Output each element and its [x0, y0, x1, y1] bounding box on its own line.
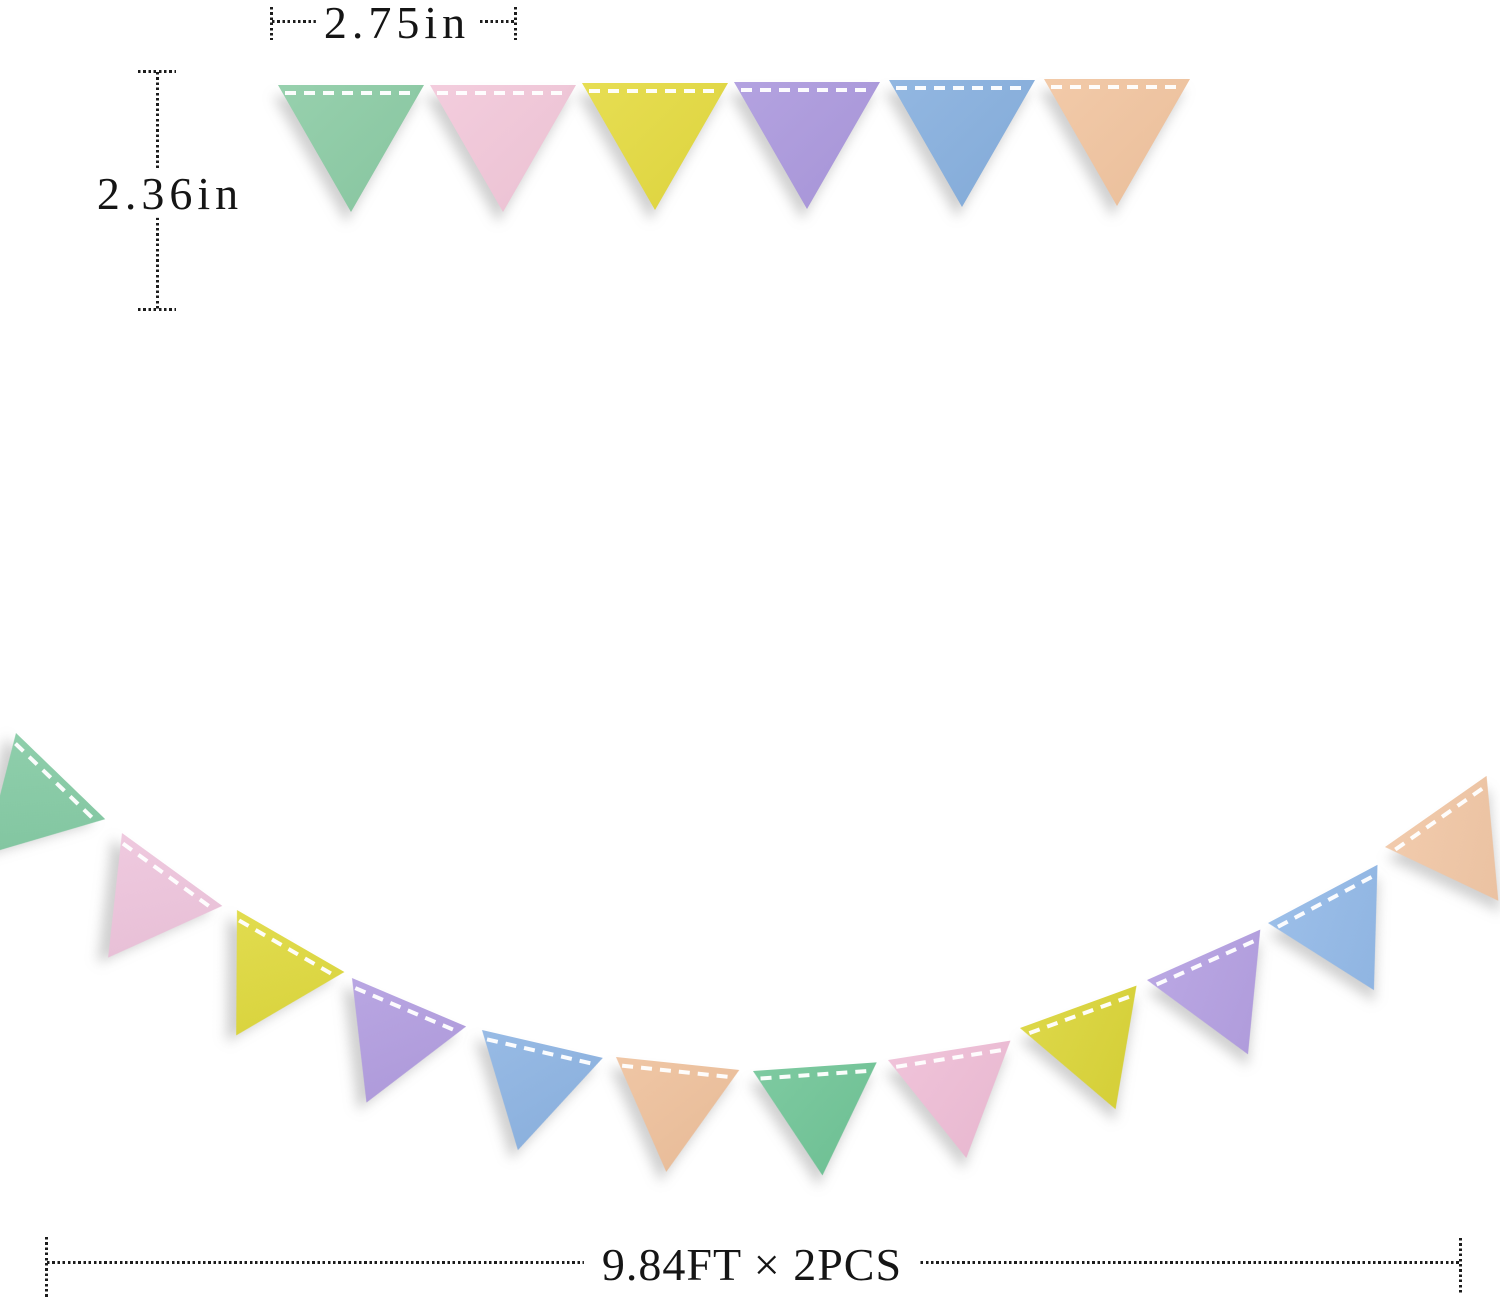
- pennant-flag-green: [0, 733, 105, 898]
- pennant-flag-blue: [889, 80, 1035, 207]
- pennant-flag-pink: [58, 833, 222, 994]
- dimension-end-bar-right: [514, 7, 517, 40]
- pennant-flag-yellow: [183, 910, 345, 1066]
- pennant-flag-pink: [430, 85, 576, 212]
- stitch-line: [622, 1064, 730, 1079]
- pennant-flag-purple: [309, 978, 466, 1127]
- stitch-line: [122, 842, 211, 908]
- pennant-flag-yellow: [1020, 986, 1174, 1131]
- dimension-cap-bottom: [138, 308, 176, 311]
- stitch-line: [896, 1048, 1003, 1068]
- pennant-flag-purple: [734, 82, 880, 209]
- banner-length-label: 9.84FT × 2PCS: [583, 1240, 921, 1290]
- stitch-line: [355, 986, 456, 1031]
- pennant-flag-pink: [888, 1041, 1028, 1168]
- flag-height-label: 2.36in: [88, 169, 252, 219]
- stitch-line: [1277, 874, 1374, 928]
- pennant-flag-yellow: [582, 83, 728, 210]
- flag-width-label: 2.75in: [315, 0, 479, 48]
- stitch-line: [285, 91, 415, 95]
- stitch-line: [1029, 994, 1132, 1034]
- dimension-end-bar-left: [270, 7, 273, 40]
- pennant-flag-purple: [1147, 930, 1305, 1080]
- dimension-end-bar-right: [1459, 1238, 1462, 1293]
- stitch-line: [1051, 85, 1181, 89]
- stitch-line: [741, 88, 871, 92]
- pennant-flag-blue: [1268, 865, 1429, 1019]
- stitch-line: [14, 742, 94, 820]
- pennant-flag-blue: [457, 1030, 602, 1164]
- stitch-line: [1394, 786, 1484, 851]
- stitch-line: [238, 919, 333, 976]
- pennant-flag-green: [753, 1062, 884, 1179]
- pennant-flag-peach: [1044, 79, 1190, 206]
- stitch-line: [760, 1069, 868, 1080]
- pennant-flag-green: [278, 85, 424, 212]
- pennant-flag-peach: [605, 1057, 740, 1178]
- stitch-line: [896, 86, 1026, 90]
- stitch-line: [1156, 939, 1256, 986]
- stitch-line: [589, 89, 719, 93]
- stitch-line: [437, 91, 567, 95]
- stitch-line: [487, 1037, 593, 1065]
- dimension-cap-top: [138, 70, 176, 73]
- dimension-end-bar-left: [45, 1237, 48, 1297]
